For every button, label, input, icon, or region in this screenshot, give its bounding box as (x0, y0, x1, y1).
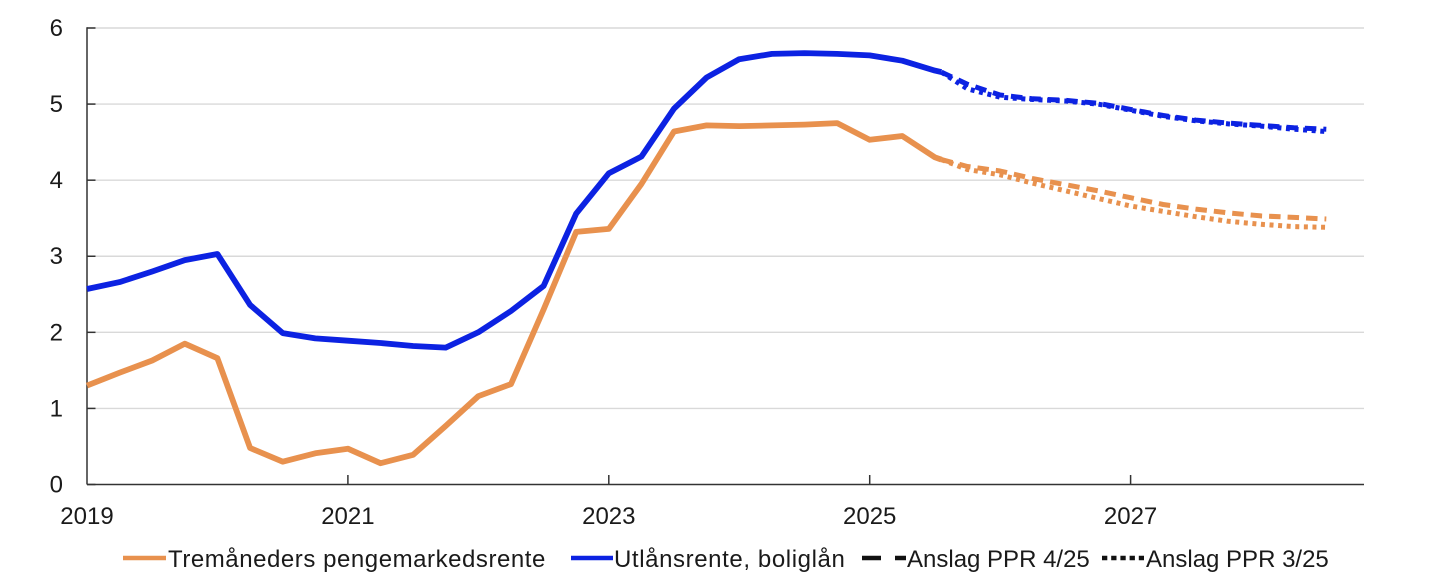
svg-text:2: 2 (50, 319, 63, 346)
svg-text:2021: 2021 (321, 503, 374, 530)
svg-text:1: 1 (50, 395, 63, 422)
svg-text:3: 3 (50, 243, 63, 270)
svg-text:2025: 2025 (843, 503, 896, 530)
svg-text:0: 0 (50, 472, 63, 499)
svg-text:2019: 2019 (60, 503, 113, 530)
svg-text:4: 4 (50, 167, 63, 194)
svg-text:5: 5 (50, 91, 63, 118)
svg-text:6: 6 (50, 15, 63, 42)
svg-text:Utlånsrente, boliglån: Utlånsrente, boliglån (614, 546, 845, 573)
svg-text:Anslag PPR 4/25: Anslag PPR 4/25 (907, 546, 1090, 573)
svg-text:2027: 2027 (1104, 503, 1157, 530)
svg-text:2023: 2023 (582, 503, 635, 530)
svg-text:Tremåneders pengemarkedsrente: Tremåneders pengemarkedsrente (168, 546, 546, 573)
svg-text:Anslag PPR 3/25: Anslag PPR 3/25 (1146, 546, 1329, 573)
